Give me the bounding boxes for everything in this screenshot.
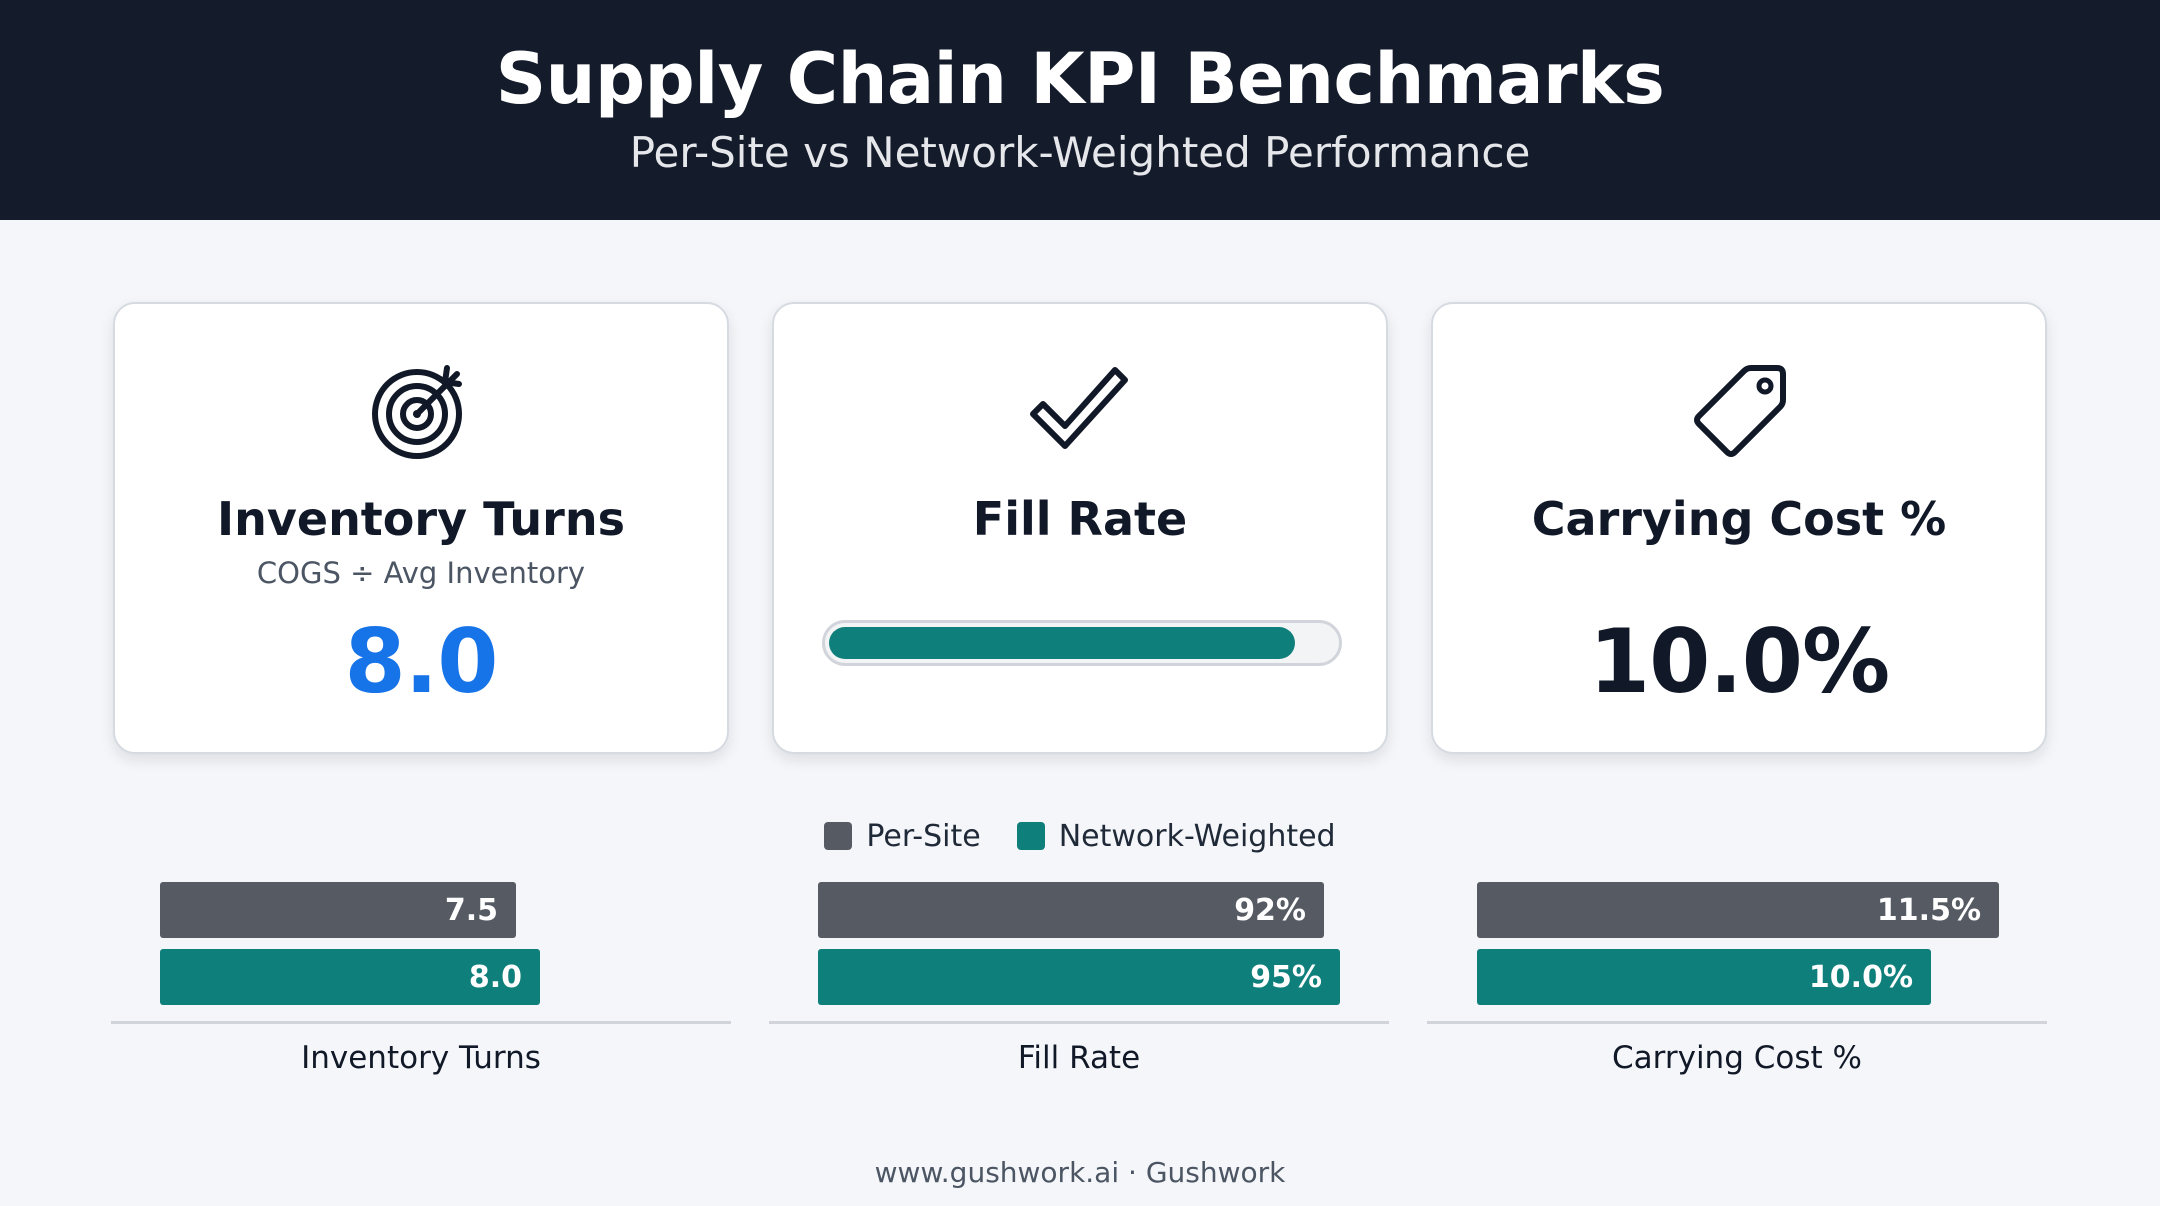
category-label: Carrying Cost % — [1612, 1040, 1862, 1076]
axis-baseline — [1427, 1021, 2047, 1024]
bar-network-weighted-carrying-cost: 10.0% — [1477, 949, 1931, 1005]
bar-value-label: 92% — [1234, 892, 1306, 928]
axis-baseline — [769, 1021, 1389, 1024]
bar-per-site-inventory-turns: 7.5 — [160, 882, 516, 938]
axis-baseline — [111, 1021, 731, 1024]
kpi-card-inventory-turns: Inventory Turns COGS ÷ Avg Inventory 8.0 — [113, 302, 729, 754]
bar-per-site-fill-rate: 92% — [818, 882, 1324, 938]
page-subtitle: Per-Site vs Network-Weighted Performance — [629, 128, 1531, 177]
price-tag-icon — [1689, 362, 1789, 466]
card-title: Carrying Cost % — [1531, 492, 1947, 546]
legend-item-network-weighted: Network-Weighted — [1016, 818, 1336, 854]
chart-legend: Per-Site Network-Weighted — [0, 814, 2160, 858]
legend-label: Network-Weighted — [1058, 818, 1336, 854]
target-icon — [371, 362, 471, 466]
bar-value-label: 95% — [1250, 959, 1322, 995]
header-banner: Supply Chain KPI Benchmarks Per-Site vs … — [0, 0, 2160, 220]
legend-swatch — [1016, 822, 1045, 850]
legend-item-per-site: Per-Site — [824, 818, 981, 854]
card-formula: COGS ÷ Avg Inventory — [256, 556, 586, 590]
card-title: Fill Rate — [972, 492, 1188, 546]
bar-value-label: 11.5% — [1876, 892, 1981, 928]
bar-value-label: 7.5 — [444, 892, 498, 928]
category-label: Fill Rate — [1017, 1040, 1141, 1076]
checkmark-icon — [1025, 362, 1135, 466]
progress-fill — [829, 627, 1295, 659]
footer-credit: www.gushwork.ai · Gushwork — [874, 1156, 1286, 1189]
kpi-card-carrying-cost: Carrying Cost % 10.0% — [1431, 302, 2047, 754]
bar-value-label: 10.0% — [1808, 959, 1913, 995]
legend-label: Per-Site — [866, 818, 981, 854]
kpi-card-fill-rate: Fill Rate — [772, 302, 1388, 754]
fill-rate-progress-bar — [822, 620, 1342, 666]
bar-network-weighted-inventory-turns: 8.0 — [160, 949, 540, 1005]
bar-value-label: 8.0 — [468, 959, 522, 995]
bar-network-weighted-fill-rate: 95% — [818, 949, 1340, 1005]
legend-swatch — [824, 822, 853, 850]
kpi-value: 8.0 — [344, 610, 499, 713]
category-label: Inventory Turns — [301, 1040, 541, 1076]
bar-per-site-carrying-cost: 11.5% — [1477, 882, 1999, 938]
card-title: Inventory Turns — [217, 492, 625, 546]
page-title: Supply Chain KPI Benchmarks — [495, 38, 1665, 120]
kpi-value: 10.0% — [1588, 610, 1890, 713]
